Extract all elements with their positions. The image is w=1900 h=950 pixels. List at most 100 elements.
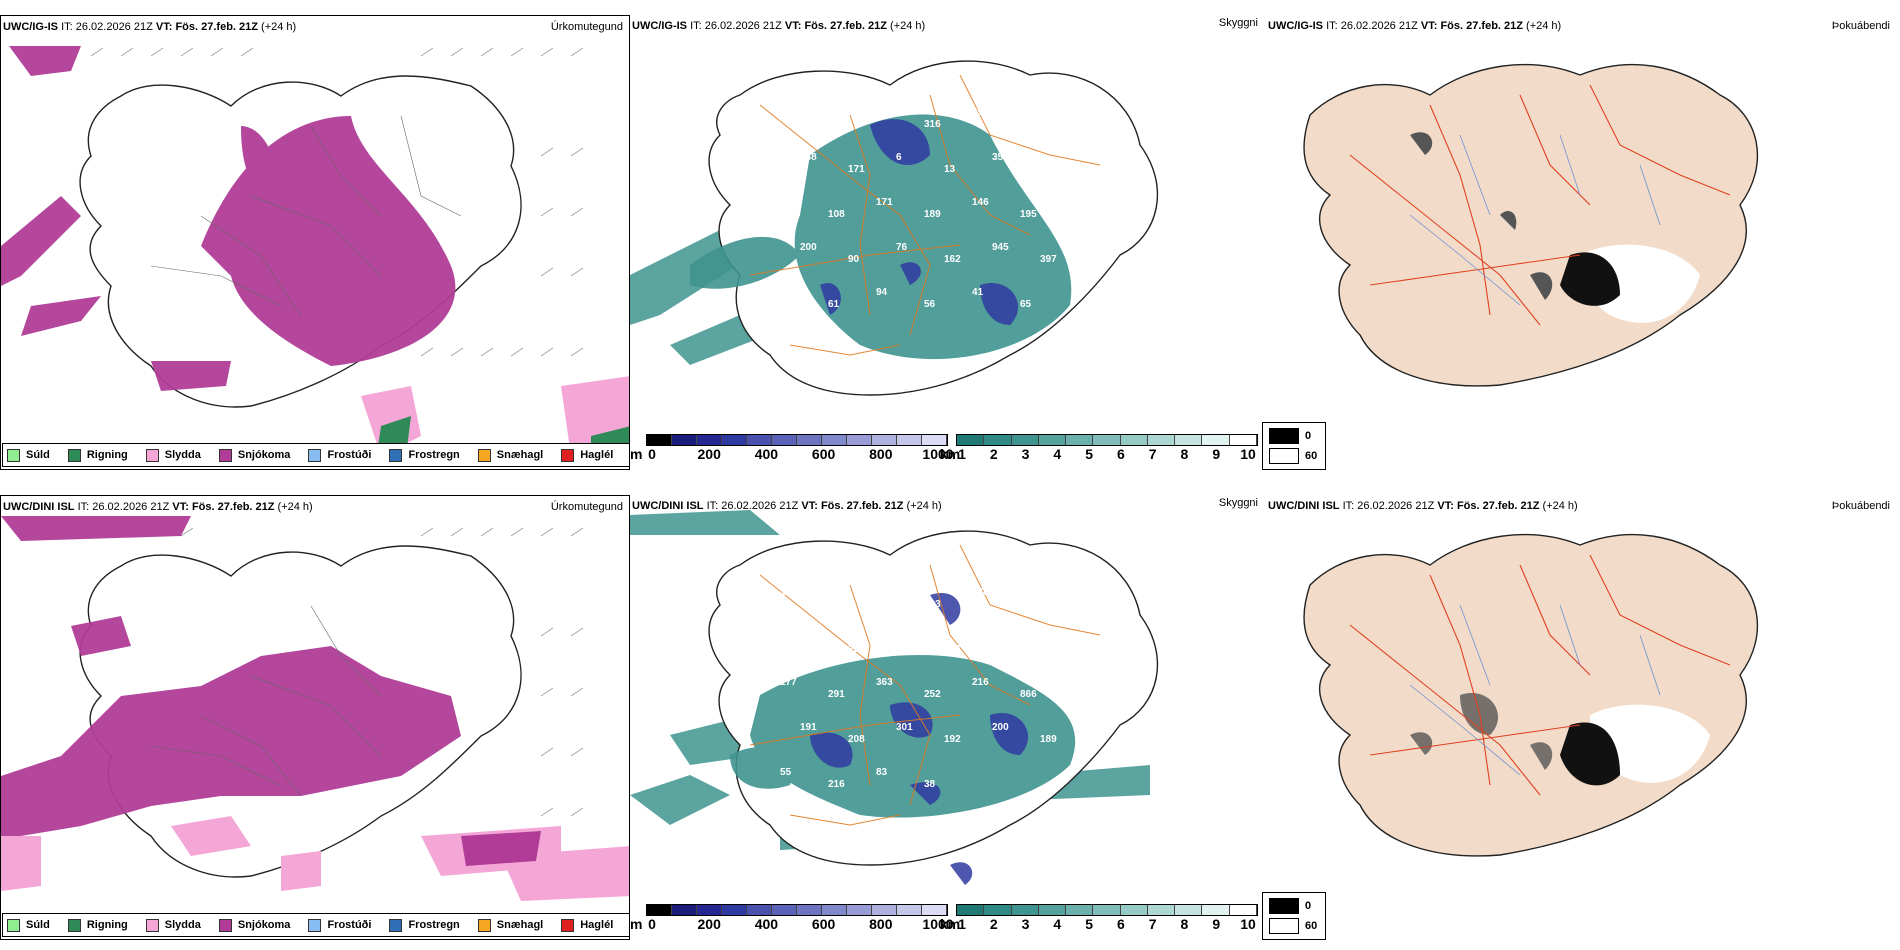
it-value: 26.02.2026 21Z (75, 21, 153, 33)
lead-time: (+24 h) (261, 21, 297, 33)
ceiling-value-label: 225 (848, 644, 865, 655)
ceiling-value-label: 200 (800, 242, 817, 253)
legend-swatch (67, 448, 81, 462)
panel-header: UWC/DINI ISL IT: 26.02.2026 21Z VT: Fös.… (632, 500, 942, 512)
it-value: 26.02.2026 21Z (704, 20, 782, 32)
colorbar-tick: 8 (1180, 446, 1189, 462)
ceiling-value-label: 657 (1040, 164, 1057, 175)
precip-type-panel-top: UWC/IG-IS IT: 26.02.2026 21Z VT: Fös. 27… (0, 15, 630, 470)
it-label: IT: (706, 500, 719, 512)
visibility-colorbar: km 1 2 3 4 5 6 7 8 9 10 (940, 902, 1260, 938)
colorbar-segment (872, 905, 897, 915)
ceiling-value-label: 288 (800, 152, 817, 163)
ceiling-value-label: 397 (1040, 254, 1057, 265)
ceiling-value-label: 162 (944, 254, 961, 265)
panel-header: UWC/IG-IS IT: 26.02.2026 21Z VT: Fös. 27… (3, 21, 296, 33)
ceiling-value-label: 56 (924, 299, 936, 310)
legend-swatch (477, 448, 491, 462)
it-value: 26.02.2026 21Z (1357, 500, 1435, 512)
vt-label: VT: (801, 500, 818, 512)
colorbar-segment (1093, 905, 1121, 915)
colorbar-segment (984, 435, 1012, 445)
ceiling-value-label: 177 (780, 677, 797, 688)
fog-legend-swatch (1269, 898, 1299, 914)
ceiling-value-label: 376 (828, 119, 845, 130)
legend-item: Slydda (145, 918, 201, 932)
fog-legend: 0 60 (1262, 892, 1326, 940)
colorbar-tick: 5 (1085, 446, 1094, 462)
colorbar-segment (872, 435, 897, 445)
colorbar-segment (1175, 435, 1203, 445)
legend-item: Súld (7, 448, 50, 462)
panel-title: Skyggni (1218, 17, 1258, 29)
ceiling-value-label: 188 (992, 632, 1009, 643)
colorbar-segment (697, 905, 722, 915)
legend-label: Slydda (164, 919, 201, 931)
ceiling-value-label: 868 (1020, 119, 1037, 130)
ceiling-value-label: 357 (876, 587, 893, 598)
legend-swatch (67, 918, 81, 932)
colorbar-segment (1202, 905, 1230, 915)
ceiling-value-label: 141 (800, 632, 817, 643)
colorbar-segment (722, 435, 747, 445)
colorbar-tick: 400 (754, 916, 779, 932)
colorbar-segment (1147, 905, 1176, 915)
colorbar-tick: 4 (1053, 916, 1062, 932)
legend-swatch (389, 918, 403, 932)
legend-item: Slydda (145, 448, 201, 462)
cloud-visibility-panel-top: 336 376 143 316 253 868 288 171 6 13 353 657 74 108 17… (630, 15, 1260, 470)
visibility-colorbar: km 1 2 3 4 5 6 7 8 9 10 (940, 432, 1260, 468)
colorbar-tick: 6 (1116, 446, 1125, 462)
panel-header: UWC/IG-IS IT: 26.02.2026 21Z VT: Fös. 27… (1268, 20, 1561, 32)
fog-index-panel-bottom: UWC/DINI ISL IT: 26.02.2026 21Z VT: Fös.… (1260, 495, 1900, 940)
colorbar-segment (672, 905, 697, 915)
legend-label: Snjókoma (237, 919, 291, 931)
panel-header: UWC/DINI ISL IT: 26.02.2026 21Z VT: Fös.… (3, 501, 313, 513)
colorbar-strip (956, 904, 1258, 916)
colorbar-segment (822, 435, 847, 445)
vt-value: Fös. 27.feb. 21Z (820, 500, 904, 512)
colorbar-tick: 8 (1180, 916, 1189, 932)
colorbar-segment (1120, 435, 1148, 445)
colorbar-segment (672, 435, 697, 445)
colorbar-segment (897, 905, 922, 915)
colorbar-segment (1229, 435, 1257, 445)
vt-label: VT: (1437, 500, 1454, 512)
legend-item: Frostúði (308, 448, 371, 462)
colorbar-tick: 1 (958, 446, 966, 462)
ceiling-value-label: 61 (828, 299, 840, 310)
it-value: 26.02.2026 21Z (92, 501, 170, 513)
colorbar-tick: 4 (1053, 446, 1062, 462)
colorbar-tick: 1000 (922, 916, 954, 932)
colorbar-segment (822, 905, 847, 915)
colorbar-segment (797, 905, 822, 915)
fog-index-map (1303, 533, 1759, 857)
model-name: UWC/IG-IS (1268, 20, 1323, 32)
fog-legend-label: 60 (1305, 920, 1318, 932)
colorbar-tick: 3 (1021, 916, 1030, 932)
precip-type-legend: Súld Rigning Slydda Snjókoma Frostúði Frostre… (2, 913, 629, 937)
ceiling-value-label: 65 (1020, 299, 1032, 310)
model-name: UWC/DINI ISL (632, 500, 704, 512)
legend-swatch (561, 448, 575, 462)
cloud-visibility-map: 124 243 357 393 178 108 141 225 171 107 188 360 177 2… (630, 510, 1159, 885)
colorbar-tick: 10 (1240, 446, 1256, 462)
legend-label: Rigning (86, 919, 128, 931)
legend-swatch (145, 918, 159, 932)
ceiling-value-label: 253 (972, 107, 989, 118)
legend-swatch (389, 448, 403, 462)
colorbar-segment (847, 905, 872, 915)
legend-item: Súld (7, 918, 50, 932)
legend-label: Súld (26, 449, 50, 461)
legend-label: Slydda (164, 449, 201, 461)
colorbar-tick: 800 (869, 916, 893, 932)
colorbar-tick: 400 (754, 446, 779, 462)
legend-label: Snæhagl (496, 449, 544, 461)
legend-label: Haglél (580, 449, 614, 461)
ceiling-value-label: 146 (972, 197, 989, 208)
ceiling-value-label: 74 (780, 197, 792, 208)
panel-title: Þokuábendi (1831, 500, 1890, 512)
ceiling-value-label: 301 (896, 722, 913, 733)
colorbar-tick: 1000 (922, 446, 954, 462)
colorbar-segment (747, 905, 772, 915)
